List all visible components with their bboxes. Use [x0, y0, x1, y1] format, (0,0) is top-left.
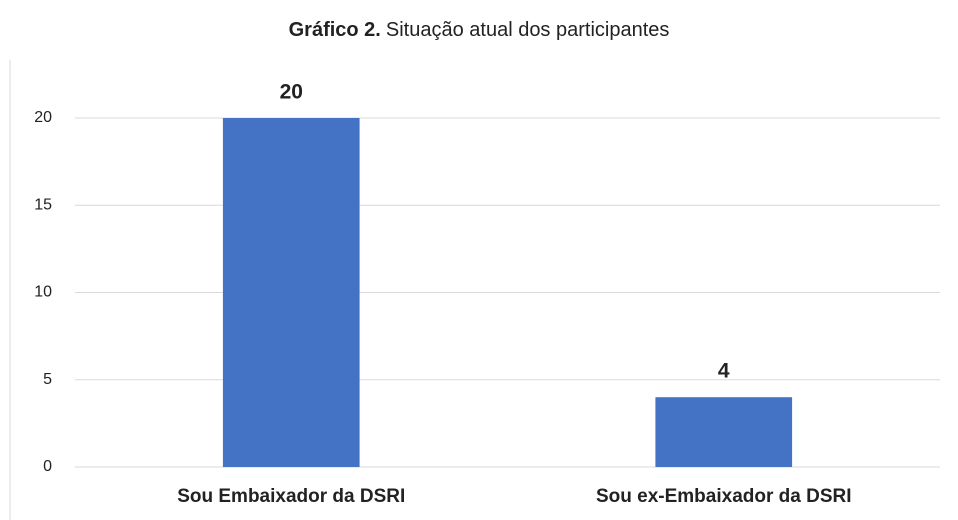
chart-title-text: Situação atual dos participantes: [386, 19, 670, 41]
value-label: 4: [718, 360, 730, 383]
value-label: 20: [280, 81, 303, 104]
y-tick-label: 15: [34, 196, 52, 213]
chart-title-bold: Gráfico 2.: [289, 19, 381, 41]
chart-title: Gráfico 2. Situação atual dos participant…: [289, 19, 670, 41]
bar: [222, 118, 360, 467]
y-tick-label: 5: [43, 371, 52, 388]
x-tick-label: Sou ex-Embaixador da DSRI: [596, 486, 852, 507]
bar: [655, 397, 793, 467]
y-tick-label: 10: [34, 284, 52, 301]
y-tick-label: 20: [34, 109, 52, 126]
y-tick-label: 0: [43, 458, 52, 475]
x-tick-label: Sou Embaixador da DSRI: [177, 486, 405, 507]
